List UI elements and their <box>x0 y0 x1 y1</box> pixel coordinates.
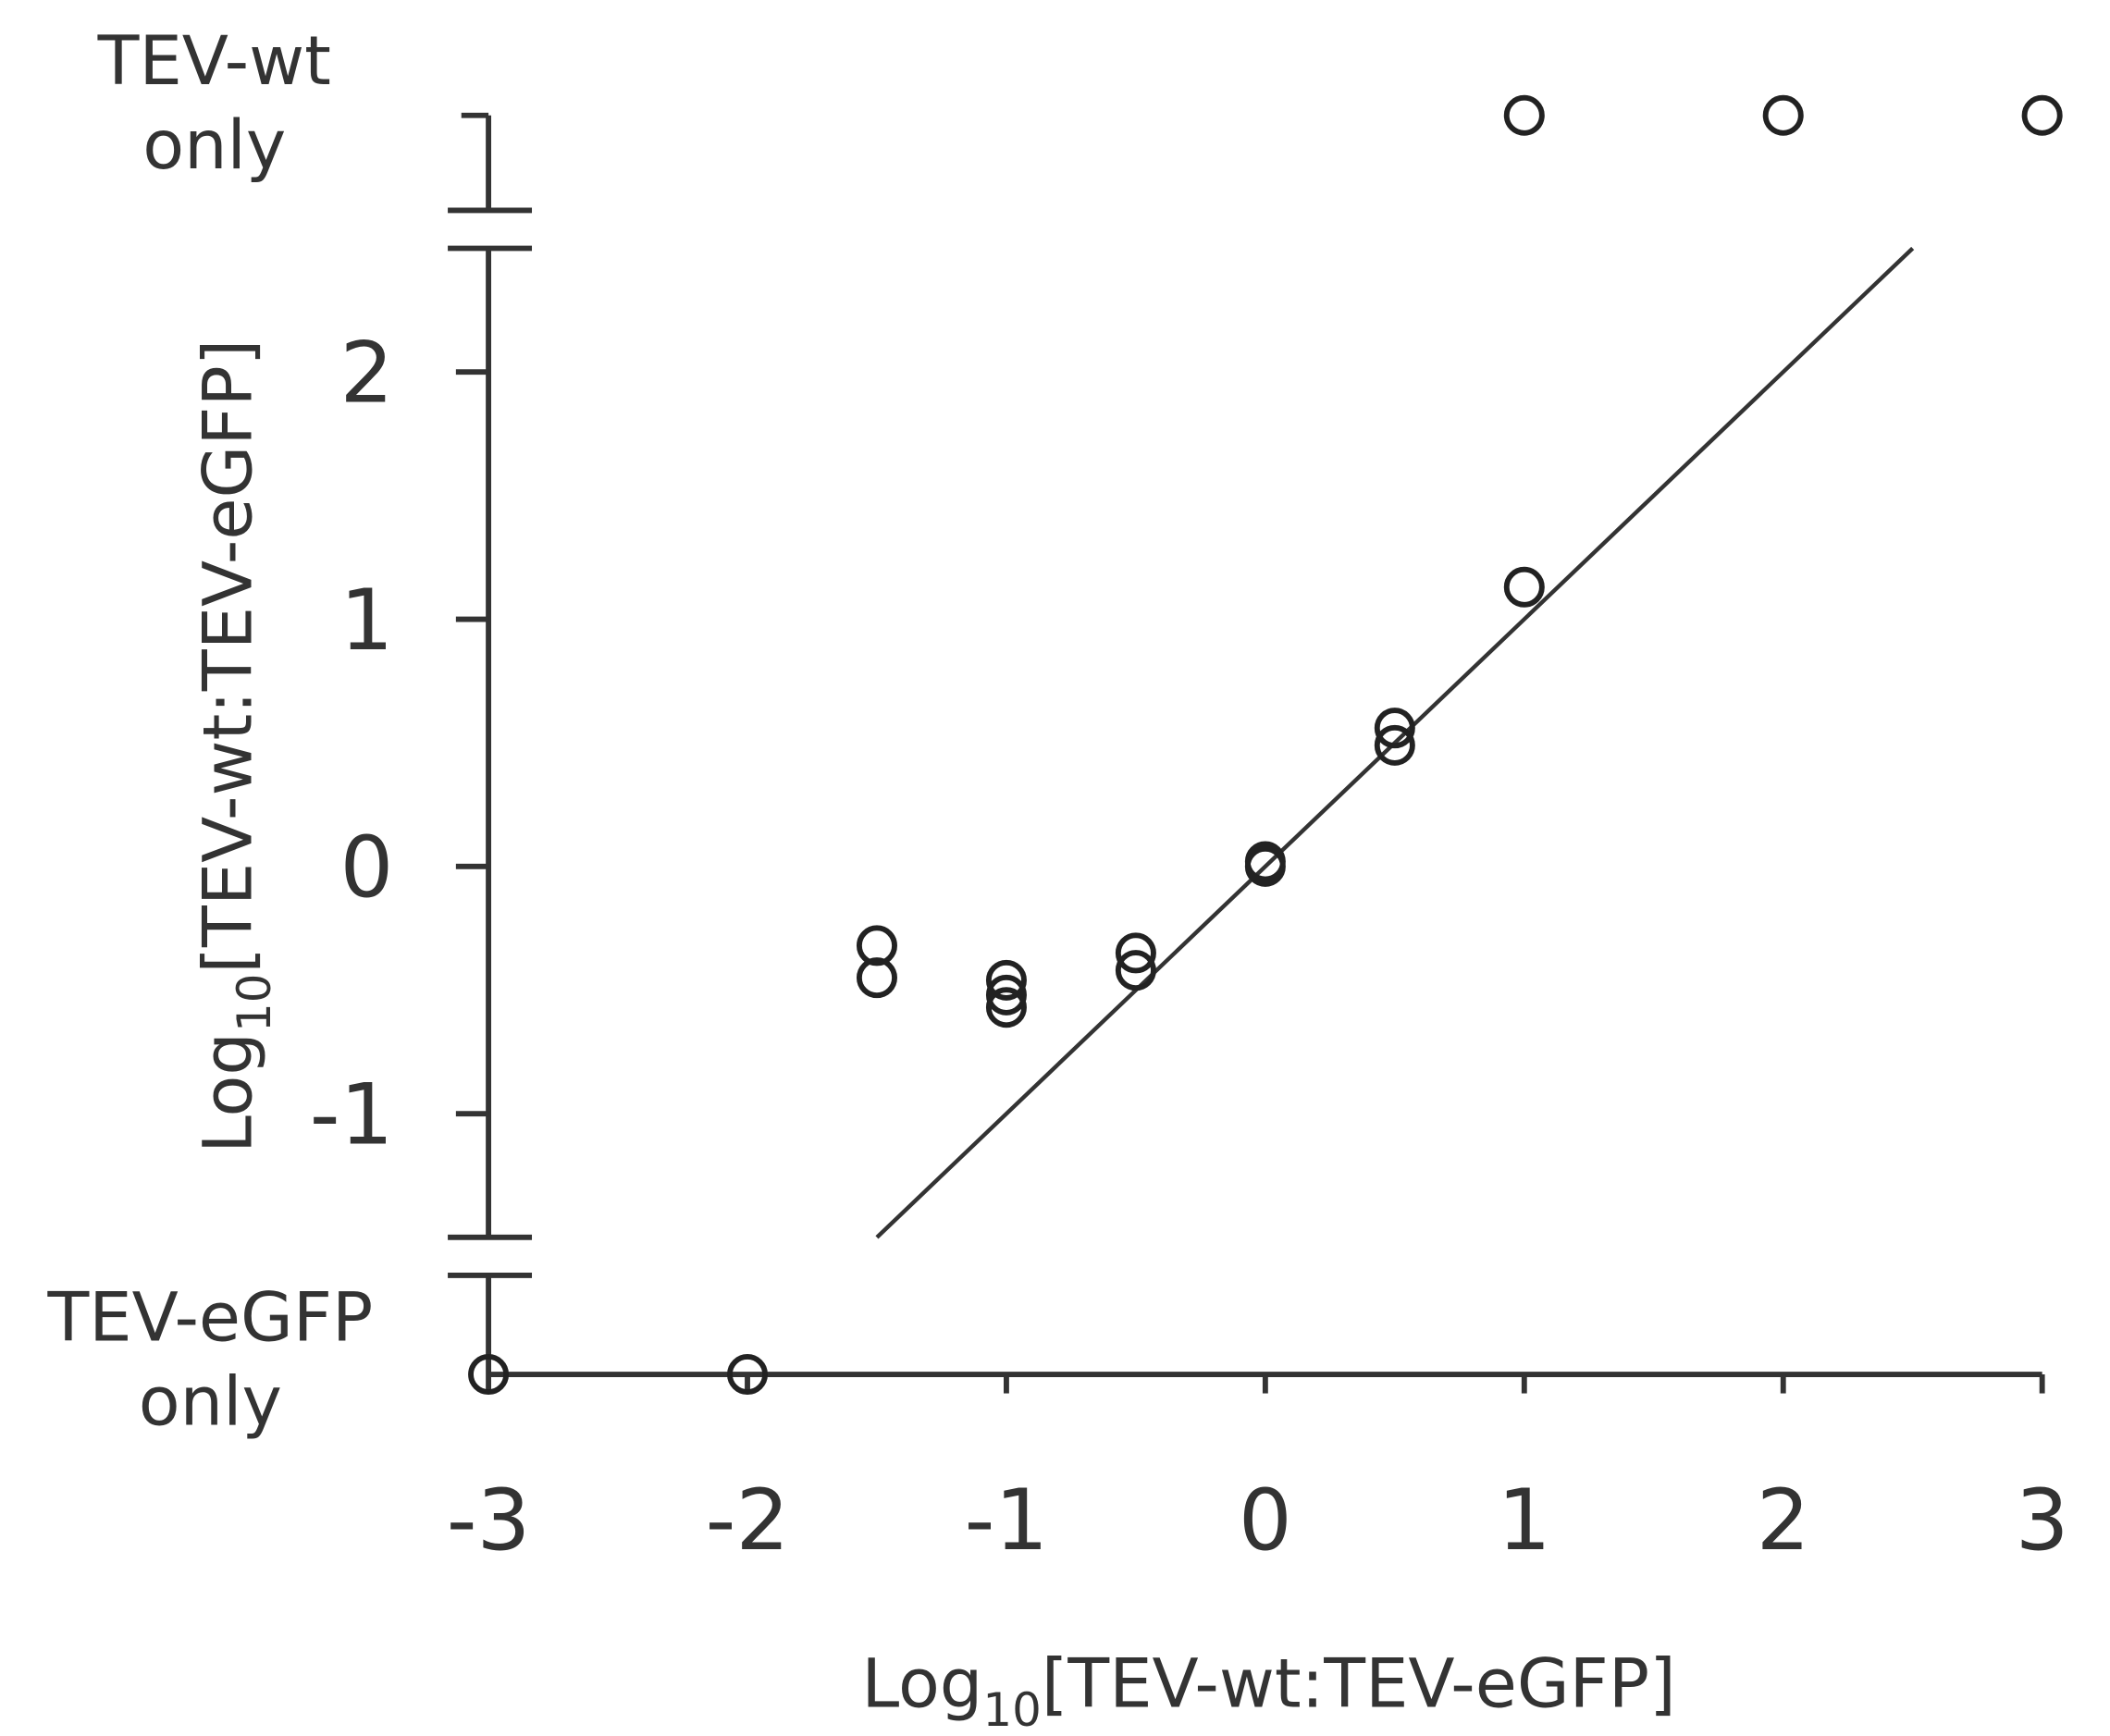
y-break-label: only <box>139 1362 282 1441</box>
y-label-main: Log <box>189 1032 267 1153</box>
point <box>1115 950 1156 991</box>
x-axis-label: Log10[TEV-wt:TEV-eGFP] <box>861 1644 1675 1736</box>
point <box>1115 932 1156 974</box>
point <box>1244 841 1286 882</box>
y-axis-label: Log10[TEV-wt:TEV-eGFP] <box>189 339 281 1153</box>
y-break-label: TEV-eGFP <box>46 1278 373 1357</box>
point <box>727 1354 769 1396</box>
x-tick-label: 3 <box>2016 1472 2069 1570</box>
point <box>2021 94 2063 136</box>
point <box>1374 724 1415 766</box>
point <box>1503 94 1545 136</box>
point <box>856 957 897 999</box>
y-tick-label: 1 <box>340 573 394 670</box>
point <box>985 959 1027 1001</box>
x-tick-label: -2 <box>706 1472 790 1570</box>
fit-line <box>875 246 1915 1239</box>
point <box>985 974 1027 1016</box>
y-label-rest: [TEV-wt:TEV-eGFP] <box>189 339 267 974</box>
x-tick-label: -3 <box>447 1472 531 1570</box>
x-label-main: Log <box>861 1644 982 1723</box>
point <box>1762 94 1804 136</box>
point <box>468 1354 510 1396</box>
y-tick-label: 2 <box>340 325 394 422</box>
y-label-sub: 10 <box>228 974 281 1032</box>
point <box>1374 708 1415 749</box>
point <box>985 987 1027 1028</box>
y-tick-label: -1 <box>310 1066 394 1163</box>
point <box>856 925 897 966</box>
x-tick-label: 2 <box>1757 1472 1810 1570</box>
x-tick-label: 1 <box>1498 1472 1551 1570</box>
x-label-rest: [TEV-wt:TEV-eGFP] <box>1042 1644 1676 1723</box>
y-tick-label: 0 <box>340 819 394 917</box>
x-tick-label: 0 <box>1239 1472 1292 1570</box>
axis-frame <box>448 112 2042 1377</box>
point <box>1503 566 1545 608</box>
y-break-label: only <box>142 106 286 185</box>
x-label-sub: 10 <box>982 1683 1041 1736</box>
x-tick-label: -1 <box>965 1472 1049 1570</box>
y-break-label: TEV-wt <box>97 22 331 101</box>
